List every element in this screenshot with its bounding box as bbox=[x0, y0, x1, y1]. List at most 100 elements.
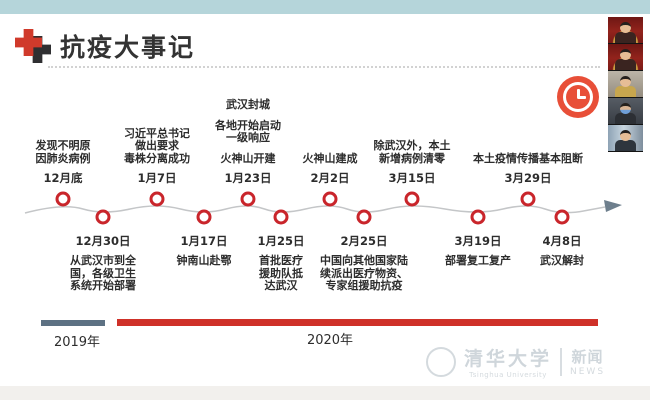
timeline-marker bbox=[95, 209, 111, 225]
timeline-event: 1月25日首批医疗 援助队抵 达武汉 bbox=[257, 233, 304, 293]
event-line: 做出要求 bbox=[135, 139, 179, 152]
year-label-2020: 2020年 bbox=[306, 333, 354, 348]
timeline-marker bbox=[149, 191, 165, 207]
slide-top-accent-bar bbox=[0, 0, 650, 14]
participant-body bbox=[615, 59, 636, 70]
event-line: 各地开始启动 bbox=[215, 118, 281, 132]
event-date: 12月底 bbox=[43, 171, 83, 185]
participant-head bbox=[620, 49, 631, 60]
timeline-event: 1月17日钟南山赴鄂 bbox=[177, 233, 232, 268]
timeline-wave-line bbox=[24, 205, 606, 214]
broadcaster-watermark: 清华大学 Tsinghua University 新闻 NEWS bbox=[426, 344, 605, 379]
event-date: 2月2日 bbox=[310, 171, 350, 185]
event-line: 续派出医疗物资、 bbox=[320, 266, 408, 280]
event-date: 1月23日 bbox=[224, 171, 272, 185]
event-line: 从武汉市到全 bbox=[70, 254, 136, 267]
event-line: 因肺炎病例 bbox=[35, 151, 91, 165]
participant-body bbox=[615, 113, 636, 124]
bottom-letterbox-strip bbox=[0, 386, 650, 400]
event-line: 习近平总书记 bbox=[124, 126, 190, 140]
clock-face bbox=[566, 85, 590, 109]
timeline-event: 本土疫情传播基本阻断 3月29日 bbox=[473, 151, 583, 187]
participant-head bbox=[620, 130, 631, 141]
clock-center-dot bbox=[576, 95, 580, 99]
timeline-graphic bbox=[24, 191, 622, 225]
year-bar-2020 bbox=[117, 319, 598, 326]
event-date: 1月25日 bbox=[257, 234, 305, 248]
participant-body bbox=[615, 86, 636, 97]
timeline-marker bbox=[55, 191, 71, 207]
tsinghua-en: Tsinghua University bbox=[469, 371, 547, 379]
event-date: 3月19日 bbox=[454, 234, 502, 248]
event-line: 钟南山赴鄂 bbox=[176, 254, 232, 267]
timeline-marker bbox=[273, 209, 289, 225]
event-line: 一级响应 bbox=[226, 131, 270, 144]
timeline-marker bbox=[554, 209, 570, 225]
event-line: 新增病例清零 bbox=[379, 151, 445, 165]
participant-head bbox=[620, 76, 631, 87]
news-logo: 新闻 NEWS bbox=[570, 346, 605, 377]
timeline-event: 武汉封城各地开始启动 一级响应火神山开建 1月23日 bbox=[215, 98, 281, 186]
event-date: 3月15日 bbox=[388, 171, 436, 185]
event-line: 专家组援助抗疫 bbox=[325, 279, 403, 292]
clock-hour-hand bbox=[577, 89, 580, 98]
timeline-event: 习近平总书记 做出要求 毒株分离成功 1月7日 bbox=[124, 126, 190, 187]
clock-icon bbox=[557, 76, 599, 118]
event-date: 1月7日 bbox=[137, 171, 177, 185]
timeline-event: 12月30日 从武汉市到全 国，各级卫生 系统开始部署 bbox=[70, 233, 136, 293]
tsinghua-seal-icon bbox=[426, 346, 456, 377]
event-line: 部署复工复产 bbox=[445, 254, 511, 267]
event-date: 12月30日 bbox=[75, 234, 131, 248]
event-line: 火神山开建 bbox=[220, 151, 276, 165]
event-line: 武汉解封 bbox=[540, 254, 584, 267]
page-title: 抗疫大事记 bbox=[60, 33, 196, 62]
event-line: 系统开始部署 bbox=[70, 279, 136, 292]
news-zh: 新闻 bbox=[571, 348, 604, 366]
event-date: 3月29日 bbox=[504, 171, 552, 185]
participant-head bbox=[620, 22, 631, 33]
participant-body bbox=[615, 32, 636, 43]
event-line: 火神山建成 bbox=[302, 151, 358, 165]
timeline-event: 4月8日武汉解封 bbox=[540, 233, 584, 268]
timeline-marker bbox=[196, 209, 212, 225]
timeline-event: 3月19日部署复工复产 bbox=[445, 233, 511, 268]
medical-cross-icon bbox=[14, 26, 54, 66]
event-line: 首批医疗 bbox=[258, 254, 303, 267]
participant-5-video[interactable] bbox=[608, 125, 643, 152]
event-date: 2月25日 bbox=[340, 234, 388, 248]
event-line: 本土疫情传播基本阻断 bbox=[473, 151, 583, 165]
event-line: 中国向其他国家陆 bbox=[320, 254, 408, 267]
title-divider bbox=[48, 66, 600, 68]
participant-4-video[interactable] bbox=[608, 98, 643, 125]
participant-3-video[interactable] bbox=[608, 71, 643, 98]
event-line: 达武汉 bbox=[264, 279, 298, 292]
timeline-marker bbox=[520, 191, 536, 207]
event-line: 发现不明原 bbox=[35, 139, 91, 152]
watermark-divider bbox=[560, 347, 563, 376]
tsinghua-wordmark: 清华大学 Tsinghua University bbox=[464, 344, 552, 379]
event-line: 除武汉外，本土 bbox=[373, 139, 451, 152]
timeline-arrowhead-icon bbox=[604, 200, 622, 212]
webcam-strip bbox=[608, 17, 643, 152]
event-line: 国，各级卫生 bbox=[70, 266, 136, 280]
timeline-marker bbox=[322, 191, 338, 207]
year-label-2019: 2019年 bbox=[53, 335, 101, 350]
timeline-marker bbox=[356, 209, 372, 225]
clock-minute-hand bbox=[578, 96, 586, 99]
timeline-marker bbox=[404, 191, 420, 207]
event-date: 4月8日 bbox=[542, 234, 582, 248]
slide-header: 抗疫大事记 bbox=[14, 26, 195, 66]
timeline-event: 2月25日中国向其他国家陆 续派出医疗物资、 专家组援助抗疫 bbox=[320, 233, 408, 293]
participant-1-video[interactable] bbox=[608, 17, 643, 44]
timeline-marker bbox=[470, 209, 486, 225]
year-bar-2019 bbox=[41, 320, 105, 326]
timeline-marker bbox=[240, 191, 256, 207]
timeline-event: 除武汉外，本土 新增病例清零 3月15日 bbox=[373, 139, 451, 186]
participant-body bbox=[615, 140, 636, 151]
event-date: 1月17日 bbox=[180, 234, 228, 248]
event-line: 武汉封城 bbox=[226, 98, 270, 111]
news-en: NEWS bbox=[570, 367, 606, 377]
event-line: 援助队抵 bbox=[258, 266, 303, 280]
participant-2-video[interactable] bbox=[608, 44, 643, 71]
